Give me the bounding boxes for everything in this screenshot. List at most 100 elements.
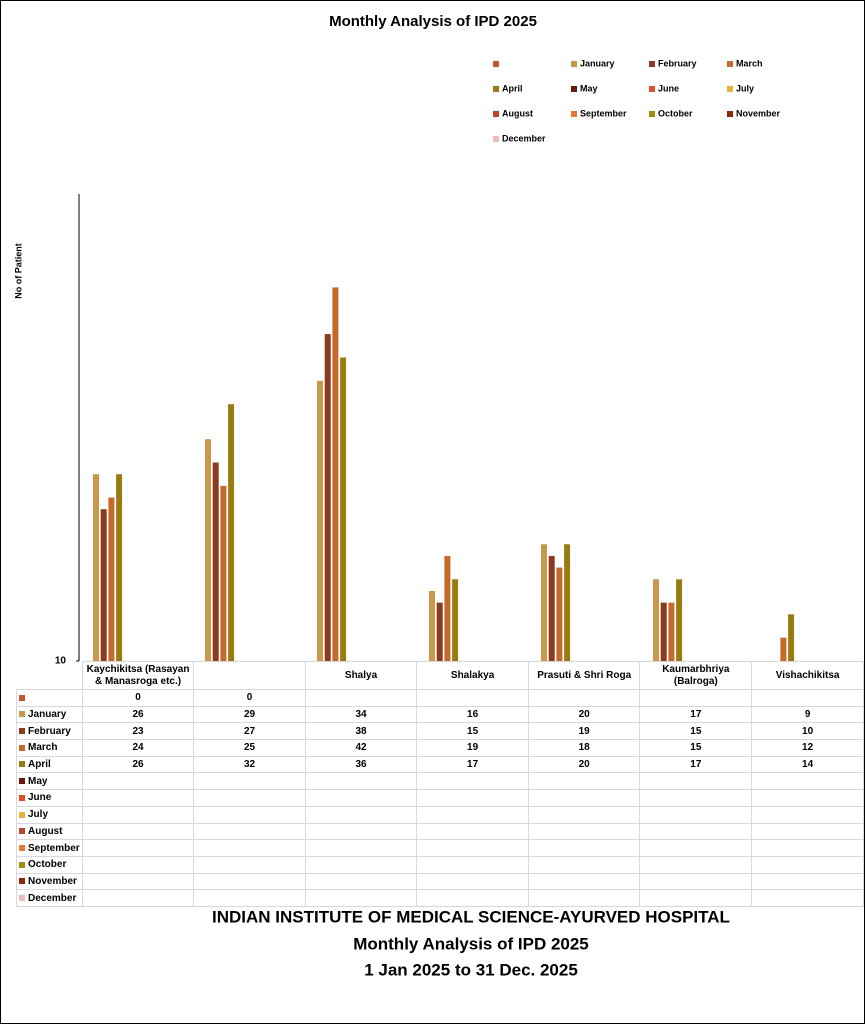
category-label bbox=[193, 661, 306, 690]
legend-swatch bbox=[493, 61, 499, 67]
category-label: Prasuti & Shri Roga bbox=[527, 661, 641, 690]
value-cell bbox=[416, 855, 529, 874]
series-row: March 24 25 42 19 18 15 12 bbox=[16, 739, 864, 757]
value-cell bbox=[81, 772, 195, 791]
value-cell bbox=[751, 805, 864, 824]
footer-line: INDIAN INSTITUTE OF MEDICAL SCIENCE-AYUR… bbox=[212, 907, 730, 926]
value-cell: 20 bbox=[527, 705, 641, 724]
category-label: Shalya bbox=[304, 661, 418, 690]
legend-swatch bbox=[493, 86, 499, 92]
y-axis-title: No of Patient bbox=[13, 243, 23, 299]
bars bbox=[93, 287, 795, 661]
value-cell bbox=[527, 855, 641, 874]
value-cell: 12 bbox=[751, 739, 864, 757]
value-cell: 16 bbox=[416, 705, 529, 724]
bar bbox=[93, 474, 99, 661]
series-row: December bbox=[16, 889, 864, 907]
legend-swatch bbox=[571, 61, 577, 67]
series-row: May bbox=[16, 772, 864, 791]
value-cell bbox=[639, 822, 753, 841]
value-cell: 10 bbox=[751, 722, 864, 741]
bar bbox=[108, 497, 115, 661]
legend-label: July bbox=[736, 83, 754, 93]
series-row: July bbox=[16, 805, 864, 824]
legend-label: March bbox=[736, 58, 763, 68]
value-cell: 9 bbox=[751, 705, 864, 724]
bar bbox=[324, 334, 331, 661]
value-cell: 15 bbox=[416, 722, 529, 741]
row-header: March bbox=[16, 739, 83, 757]
series-row: January 26 29 34 16 20 17 9 bbox=[16, 705, 864, 724]
value-cell: 15 bbox=[639, 722, 753, 741]
value-cell bbox=[304, 855, 418, 874]
value-cell bbox=[304, 805, 418, 824]
series-name: December bbox=[28, 892, 77, 904]
legend-label: November bbox=[736, 108, 781, 118]
bar bbox=[564, 544, 571, 661]
category-label: Vishachikitsa bbox=[751, 661, 864, 690]
value-cell: 32 bbox=[193, 755, 306, 774]
row-header: May bbox=[16, 772, 83, 791]
value-cell bbox=[751, 822, 864, 841]
legend-swatch bbox=[649, 86, 655, 92]
bar bbox=[788, 614, 795, 661]
legend-swatch bbox=[19, 878, 25, 885]
legend-swatch bbox=[727, 111, 733, 117]
value-cell bbox=[639, 855, 753, 874]
value-cell bbox=[527, 872, 641, 891]
value-cell bbox=[527, 789, 641, 807]
legend-swatch bbox=[571, 111, 577, 117]
row-header: January bbox=[16, 705, 83, 724]
value-cell bbox=[751, 889, 864, 907]
series-name: March bbox=[28, 742, 58, 754]
series-row: April 26 32 36 17 20 17 14 bbox=[16, 755, 864, 774]
value-cell bbox=[751, 789, 864, 807]
chart-title: Monthly Analysis of IPD 2025 bbox=[329, 13, 537, 30]
value-cell bbox=[639, 772, 753, 791]
value-cell bbox=[639, 889, 753, 907]
row-header: October bbox=[16, 855, 83, 874]
row-header: February bbox=[16, 722, 83, 741]
value-cell bbox=[639, 839, 753, 857]
value-cell: 20 bbox=[527, 755, 641, 774]
legend-label: April bbox=[502, 83, 523, 93]
value-cell bbox=[81, 822, 195, 841]
value-cell bbox=[81, 789, 195, 807]
value-cell bbox=[751, 839, 864, 857]
value-cell: 27 bbox=[193, 722, 306, 741]
series-name: November bbox=[28, 875, 77, 887]
value-cell: 18 bbox=[527, 739, 641, 757]
bar bbox=[100, 509, 107, 661]
bar bbox=[340, 357, 347, 661]
row-header bbox=[16, 689, 83, 707]
value-cell bbox=[304, 872, 418, 891]
bar bbox=[541, 544, 547, 661]
value-cell bbox=[81, 889, 195, 907]
value-cell bbox=[416, 772, 529, 791]
legend-swatch bbox=[19, 844, 25, 851]
value-cell: 26 bbox=[81, 755, 195, 774]
value-cell bbox=[193, 805, 306, 824]
corner-cell bbox=[16, 661, 83, 690]
bar bbox=[660, 602, 667, 661]
bar bbox=[429, 590, 435, 661]
series-name: May bbox=[28, 775, 48, 787]
legend-swatch bbox=[19, 861, 25, 868]
footer-line: Monthly Analysis of IPD 2025 bbox=[353, 934, 589, 953]
value-cell bbox=[81, 839, 195, 857]
value-cell bbox=[193, 872, 306, 891]
value-cell bbox=[304, 889, 418, 907]
legend-swatch bbox=[19, 728, 25, 735]
series-row: September bbox=[16, 839, 864, 857]
bar bbox=[228, 404, 235, 661]
series-name: January bbox=[28, 709, 67, 721]
legend-label: September bbox=[580, 108, 627, 118]
legend-swatch bbox=[727, 61, 733, 67]
bar bbox=[444, 555, 451, 661]
value-cell bbox=[527, 822, 641, 841]
row-header: August bbox=[16, 822, 83, 841]
value-cell bbox=[527, 889, 641, 907]
row-header: September bbox=[16, 839, 83, 857]
